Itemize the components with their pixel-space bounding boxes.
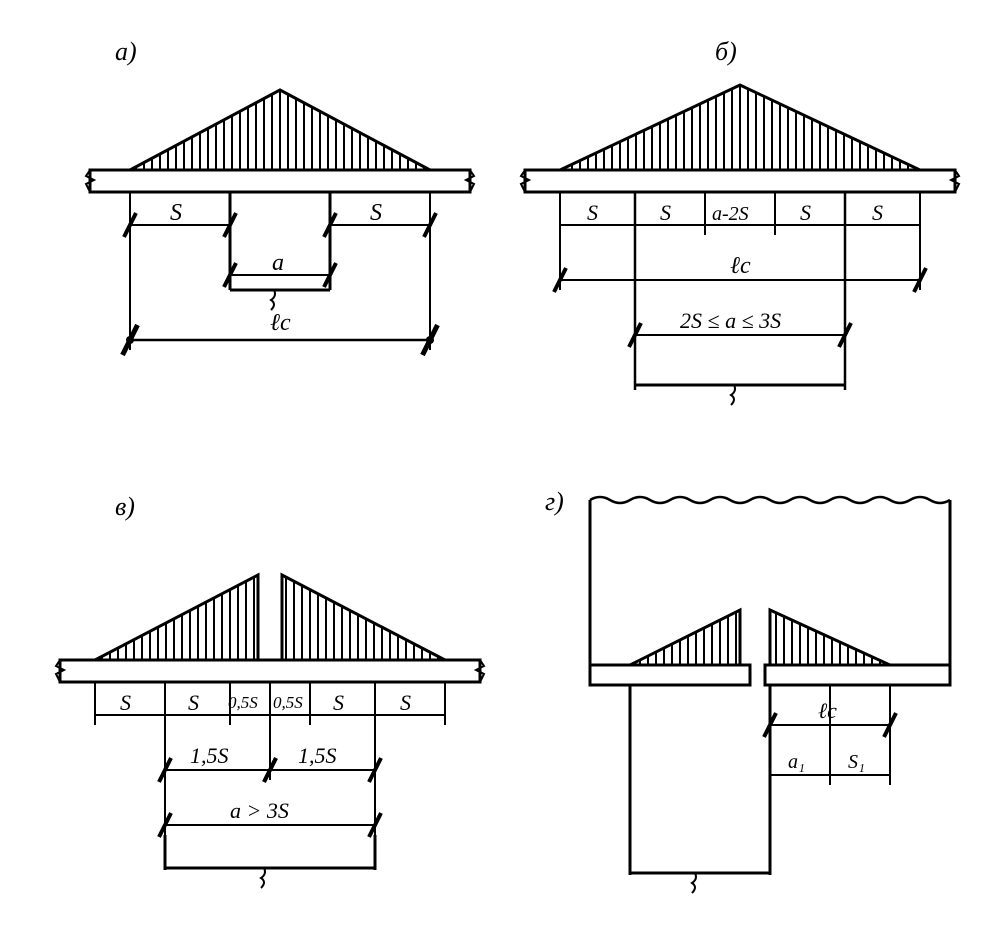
dim-cond-v: a > 3S (230, 798, 289, 823)
panel-a-label: а) (115, 37, 137, 66)
svg-text:a₁: a₁ (788, 751, 805, 773)
svg-text:1,5S: 1,5S (298, 743, 337, 768)
dim-cond-b: 2S ≤ a ≤ 3S (680, 308, 781, 333)
beam-b (525, 170, 955, 192)
dim-lc-g: ℓc (818, 698, 837, 723)
svg-text:S: S (587, 200, 598, 225)
svg-text:S: S (333, 690, 344, 715)
load-triangle-b (560, 85, 920, 170)
diagram-root: а) S S a ℓc б) (0, 0, 991, 949)
dim-lc: ℓc (270, 310, 291, 336)
svg-text:S: S (400, 690, 411, 715)
load-triangle-a (130, 90, 430, 170)
panel-g-label: г) (545, 487, 564, 516)
panel-b-label: б) (715, 37, 737, 66)
svg-text:S: S (660, 200, 671, 225)
dim-s-left: S (170, 200, 182, 226)
svg-text:S₁: S₁ (848, 751, 865, 773)
panel-g: г) ℓc a₁ S₁ (545, 487, 950, 893)
svg-text:1,5S: 1,5S (190, 743, 229, 768)
svg-text:S: S (120, 690, 131, 715)
svg-text:a-2S: a-2S (712, 203, 749, 225)
svg-text:S: S (800, 200, 811, 225)
beam-a (90, 170, 470, 192)
svg-text:0,5S: 0,5S (273, 693, 303, 712)
svg-text:S: S (188, 690, 199, 715)
dim-s-right: S (370, 200, 382, 226)
panel-b: б) S S a-2S S S ℓc 2S ≤ a ≤ 3S (521, 37, 959, 405)
panel-a: а) S S a ℓc (86, 37, 474, 350)
beam-v (60, 660, 480, 682)
panel-v-label: в) (115, 492, 135, 521)
svg-text:0,5S: 0,5S (228, 693, 258, 712)
dim-lc-b: ℓc (730, 253, 751, 279)
svg-text:S: S (872, 200, 883, 225)
panel-v: в) S S 0,5S 0,5S S S 1,5S 1,5S a > 3S (56, 492, 484, 888)
dim-a: a (272, 250, 284, 276)
